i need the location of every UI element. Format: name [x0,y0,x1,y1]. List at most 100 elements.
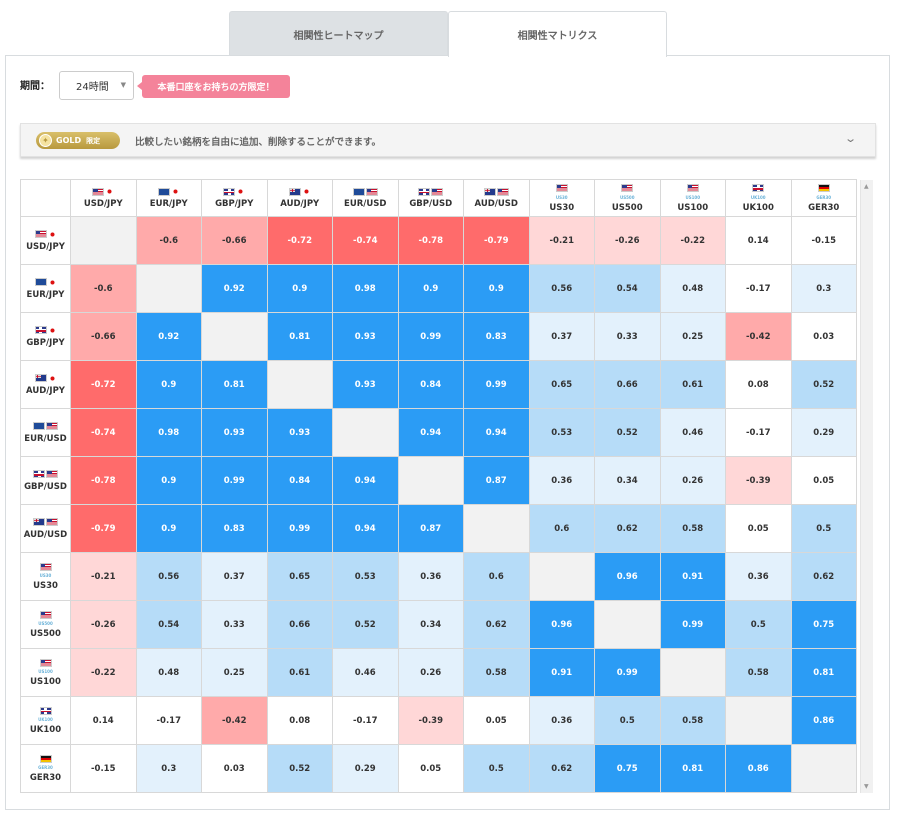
correlation-cell: 0.03 [790,312,857,361]
flag-icons [33,518,58,527]
correlation-cell: 0.3 [135,744,202,793]
flag-jp-icon [47,373,57,383]
column-header: USD/JPY [70,179,137,217]
column-header-label: AUD/JPY [280,199,320,209]
row-header-label: US30 [33,581,58,591]
chevron-down-icon[interactable]: ⌄ [843,132,857,145]
correlation-cell: -0.15 [790,216,857,265]
correlation-cell: 0.53 [528,408,595,457]
flag-gb-icon [752,184,765,192]
correlation-cell: -0.79 [70,504,137,553]
scroll-up-icon[interactable]: ▲ [864,183,869,190]
live-account-promo-badge: 本番口座をお持ちの方限定！ [137,75,290,98]
tab-correlation-heatmap[interactable]: 相関性ヒートマップ [229,11,448,56]
correlation-cell: 0.93 [266,408,333,457]
flag-us-icon [39,610,52,619]
flag-eu-icon [33,422,45,430]
flag-us-icon [496,187,509,196]
correlation-cell: -0.78 [70,456,137,505]
correlation-cell: 0.99 [397,312,464,361]
correlation-cell: 0.25 [201,648,268,697]
correlation-cell: 0.99 [463,360,530,409]
flag-us-icon [621,184,634,192]
flag-us-icon [365,187,378,196]
table-row: EUR/JPY -0.6 0.92 0.9 0.98 0.9 0.9 0.56 0.54 0.48… [20,264,857,313]
correlation-cell: 0.14 [70,696,137,745]
table-row: US100 US100 -0.22 0.48 0.25 0.61 0.46 0.26 0.58 0… [20,648,857,697]
diagonal-cell [659,648,726,697]
tab-correlation-matrix[interactable]: 相関性マトリクス [448,11,667,57]
correlation-cell: 0.62 [790,552,857,601]
flag-us-icon [34,230,47,238]
flag-au-icon [483,187,496,196]
period-selected-value: 24時間 [76,82,109,93]
correlation-cell: 0.99 [266,504,333,553]
diagonal-cell [463,504,530,553]
correlation-cell: 0.93 [332,312,399,361]
correlation-cell: 0.6 [528,504,595,553]
matrix-corner [20,179,71,217]
accordion-description: 比較したい銘柄を自由に追加、削除することができます。 [135,137,382,148]
correlation-cell: -0.6 [70,264,137,313]
correlation-cell: 0.62 [528,744,595,793]
index-sublabel: GER30 [816,194,832,200]
correlation-cell: 0.93 [332,360,399,409]
column-header: AUD/JPY [266,179,333,217]
row-header: AUD/JPY [20,360,71,409]
flag-au-icon [33,518,45,526]
flag-us-icon [555,184,568,192]
column-header-label: US100 [677,202,709,213]
column-header-label: GER30 [808,202,840,213]
symbol-edit-accordion[interactable]: ✦ GOLD 限定 比較したい銘柄を自由に追加、削除することができます。 ⌄ [20,123,876,157]
column-header-label: AUD/USD [474,199,518,209]
flag-icons [752,184,765,193]
row-header-label: USD/JPY [26,241,65,252]
correlation-cell: 0.29 [790,408,857,457]
correlation-cell: 0.94 [332,456,399,505]
correlation-cell: -0.22 [70,648,137,697]
row-header-label: UK100 [29,725,62,735]
correlation-cell: 0.36 [528,456,595,505]
column-header: EUR/USD [332,179,399,217]
flag-jp-icon [47,325,57,335]
correlation-cell: 0.48 [135,648,202,697]
table-row: EUR/USD -0.74 0.98 0.93 0.93 0.94 0.94 0.53 0.52… [20,408,857,457]
column-header-label: GBP/USD [409,199,453,209]
row-header: EUR/USD [20,408,71,457]
correlation-cell: 0.93 [201,408,268,457]
period-select[interactable]: 24時間 ▼ [59,71,134,100]
row-header: US500 US500 [20,600,71,649]
correlation-cell: 0.5 [790,504,857,553]
column-header-label: US30 [549,202,575,213]
flag-us-icon [46,422,58,430]
flag-gb-icon [418,187,431,196]
correlation-cell: 0.94 [463,408,530,457]
diagonal-cell [397,456,464,505]
correlation-cell: 0.62 [463,600,530,649]
correlation-cell: 0.34 [594,456,661,505]
correlation-cell: -0.66 [70,312,137,361]
flag-icons [288,187,311,196]
row-header-label: AUD/USD [23,529,68,540]
correlation-cell: 0.05 [725,504,792,553]
correlation-cell: -0.72 [70,360,137,409]
correlation-cell: 0.3 [790,264,857,313]
correlation-cell: 0.56 [135,552,202,601]
correlation-cell: 0.36 [725,552,792,601]
row-header-label: GBP/JPY [26,337,65,348]
index-sublabel: US100 [685,194,700,200]
correlation-cell: 0.84 [397,360,464,409]
correlation-cell: 0.52 [790,360,857,409]
matrix-scrollbar[interactable]: ▲ ▼ [860,180,873,793]
diagonal-cell [725,696,792,745]
index-sublabel: US500 [38,621,53,626]
row-header: US30 US30 [20,552,71,601]
correlation-cell: 0.65 [266,552,333,601]
flag-eu-icon [34,278,47,286]
table-row: US30 US30 -0.21 0.56 0.37 0.65 0.53 0.36 0.6 0.96… [20,552,857,601]
flag-icons [686,184,699,193]
flag-icons [157,187,180,196]
flag-icons [39,658,52,667]
flag-icons [33,422,58,431]
scroll-down-icon[interactable]: ▼ [864,783,869,790]
